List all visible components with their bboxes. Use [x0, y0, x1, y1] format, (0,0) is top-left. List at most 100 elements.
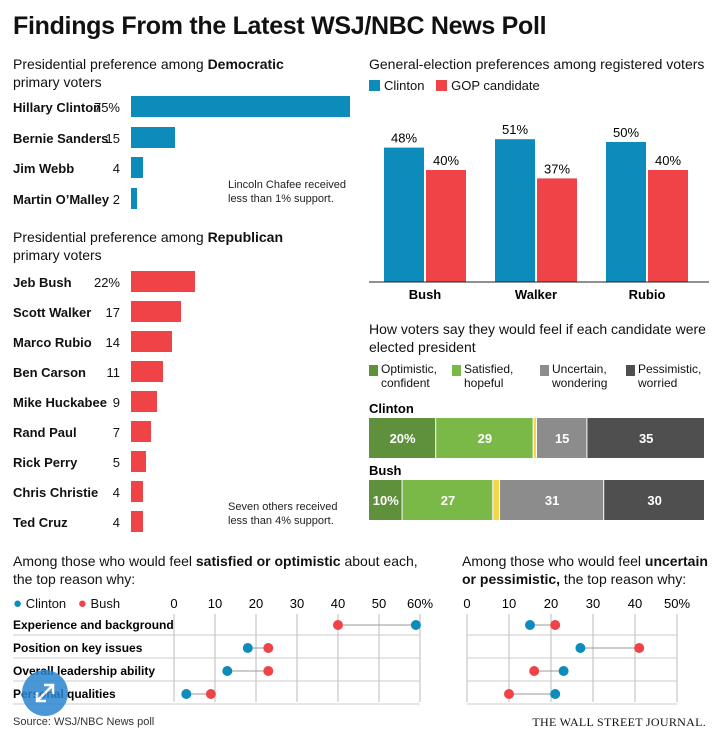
- dotplot-category-label: Position on key issues: [13, 641, 143, 655]
- general-category-label: Walker: [515, 287, 557, 302]
- dem-note-line1: Lincoln Chafee received: [228, 179, 347, 191]
- general-bar-label: 51%: [502, 122, 528, 137]
- rep-row-bar: [131, 511, 143, 532]
- rep-row-bar: [131, 271, 196, 292]
- reasons-right-dotplot: 0 10 20 30 40 50%: [463, 596, 690, 705]
- feel-legend-swatch: [369, 365, 378, 376]
- bush-dot: [263, 643, 274, 653]
- clinton-bar-rubio: [606, 142, 646, 282]
- gop-bar-rubio: [648, 170, 688, 282]
- rep-row-name: Jeb Bush: [13, 275, 72, 290]
- reasons-left-heading: Among those who would feel satisfied or …: [13, 552, 418, 588]
- dotplot-tick-label: 20: [249, 596, 263, 611]
- dotplot-tick-label: 10: [208, 596, 222, 611]
- bush-dot: [263, 666, 274, 676]
- legend-bush-dot: ●: [77, 595, 87, 612]
- dotplot-tick-label: 40: [628, 596, 642, 611]
- feel-segment: [493, 480, 500, 520]
- clinton-bar-walker: [495, 139, 535, 282]
- clinton-dot: [558, 666, 569, 676]
- feel-legend-label: hopeful: [464, 376, 504, 390]
- rep-row-name: Ted Cruz: [13, 515, 68, 530]
- reasons-right-heading: Among those who would feel uncertain or …: [462, 552, 708, 588]
- clinton-dot: [181, 689, 192, 699]
- rep-note: Seven others received less than 4% suppo…: [228, 500, 337, 528]
- reasons-left-heading-line2: the top reason why:: [13, 571, 136, 587]
- bush-dot: [634, 643, 645, 653]
- feel-segment: [436, 418, 533, 458]
- dem-row-bar: [131, 96, 350, 117]
- dotplot-tick-label: 30: [586, 596, 600, 611]
- feel-row-label: Bush: [369, 463, 402, 478]
- rep-row-value: 5: [112, 455, 120, 470]
- dotplot-tick-label: 20: [544, 596, 558, 611]
- feel-segment-label: 10%: [373, 493, 399, 508]
- rep-row-bar: [131, 421, 152, 442]
- feel-legend-label: Optimistic,: [381, 362, 438, 376]
- dem-note-line2: less than 1% support.: [228, 193, 334, 205]
- rep-row-value: 22%: [93, 275, 120, 290]
- feel-legend-label: Uncertain,: [552, 362, 607, 376]
- rep-row-name: Marco Rubio: [13, 335, 92, 350]
- dem-row-bar: [131, 157, 143, 178]
- dotplot-tick-label: 0: [463, 596, 470, 611]
- rep-row-bar: [131, 361, 164, 382]
- dotplot-tick-label: 50: [372, 596, 386, 611]
- feel-segment-label: 29: [478, 431, 492, 446]
- gop-bar-walker: [537, 178, 577, 282]
- feel-segment: [402, 480, 493, 520]
- feel-segment: [533, 418, 536, 458]
- rep-heading-post: primary voters: [13, 247, 102, 263]
- feel-segment: [369, 480, 402, 520]
- rep-row-name: Rand Paul: [13, 425, 77, 440]
- rep-row-bar: [131, 331, 172, 352]
- rep-heading-bold: Republican: [207, 229, 284, 245]
- rep-row-name: Rick Perry: [13, 455, 78, 470]
- rep-note-line2: less than 4% support.: [228, 515, 334, 527]
- general-bar-label: 48%: [391, 131, 417, 146]
- expand-button[interactable]: [22, 670, 68, 716]
- dem-row-value: 4: [112, 161, 120, 176]
- dotplot-tick-label: 30: [290, 596, 304, 611]
- rep-row-name: Scott Walker: [13, 305, 92, 320]
- gop-bar-bush: [426, 170, 466, 282]
- general-legend: Clinton GOP candidate: [369, 78, 540, 93]
- rep-row-name: Mike Huckabee: [13, 395, 107, 410]
- general-bar-label: 40%: [433, 153, 459, 168]
- feel-legend-label: worried: [638, 376, 678, 390]
- reasons-legend-clinton: Clinton: [25, 596, 67, 611]
- dem-heading-bold: Democratic: [207, 56, 284, 72]
- rep-row-name: Chris Christie: [13, 485, 99, 500]
- rep-heading-pre: Presidential preference among: [13, 229, 208, 245]
- expand-icon: [35, 683, 55, 703]
- rep-row-value: 14: [105, 335, 120, 350]
- rep-row-bar: [131, 301, 181, 322]
- dotplot-tick-label: 40: [331, 596, 345, 611]
- rep-heading: Presidential preference among Republican…: [13, 228, 283, 264]
- clinton-bar-bush: [384, 147, 424, 282]
- clinton-dot: [242, 643, 253, 653]
- feel-segment: [587, 418, 704, 458]
- clinton-dot: [410, 620, 421, 630]
- dotplot-tick-label: 0: [170, 596, 177, 611]
- feel-segment: [369, 418, 436, 458]
- reasons-left-heading-bold: satisfied or optimistic: [195, 553, 341, 569]
- reasons-left-heading-post: about each,: [340, 553, 418, 569]
- feel-segment-label: 27: [441, 493, 455, 508]
- dem-heading-post: primary voters: [13, 74, 102, 90]
- rep-note-line1: Seven others received: [228, 501, 338, 513]
- dem-note: Lincoln Chafee received less than 1% sup…: [228, 178, 346, 206]
- feel-legend-swatch: [540, 365, 549, 376]
- legend-gop-label: GOP candidate: [451, 78, 540, 93]
- feel-segment: [604, 480, 704, 520]
- general-category-label: Bush: [409, 287, 442, 302]
- bush-dot: [205, 689, 216, 699]
- rep-row-value: 4: [112, 485, 120, 500]
- reasons-legend-bush: Bush: [90, 596, 121, 611]
- general-election-chart: 48% 40% Bush 51% 37% Walker 50% 40% Rubio: [369, 122, 709, 302]
- dem-heading-pre: Presidential preference among: [13, 56, 208, 72]
- dem-row-name: Jim Webb: [13, 161, 75, 176]
- reasons-right-heading-bold: uncertain: [644, 553, 708, 569]
- legend-clinton-dot: ●: [13, 595, 23, 612]
- dotplot-tick-label: 10: [502, 596, 516, 611]
